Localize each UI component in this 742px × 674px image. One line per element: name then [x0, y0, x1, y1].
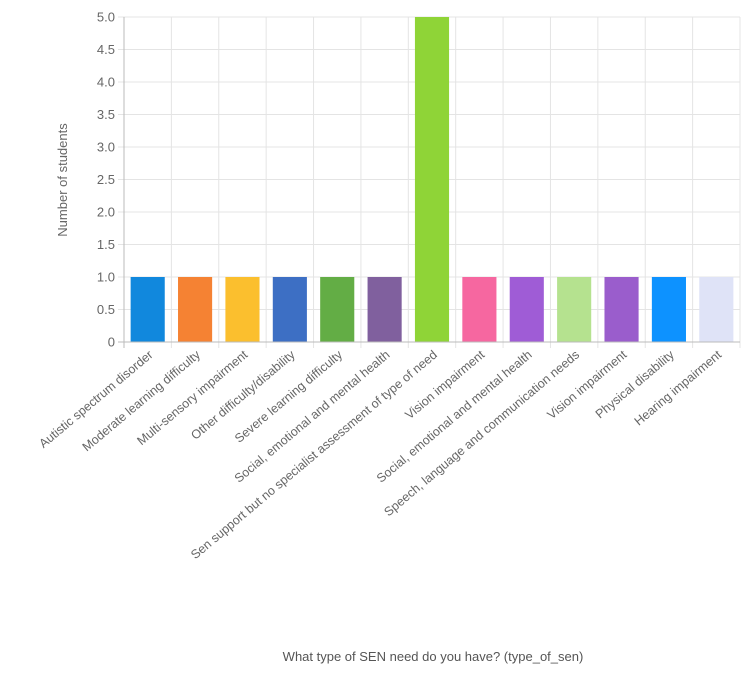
y-tick-label: 0.5	[97, 302, 115, 317]
bar[interactable]	[178, 277, 213, 342]
bar[interactable]	[130, 277, 165, 342]
bar[interactable]	[320, 277, 355, 342]
y-tick-label: 2.5	[97, 172, 115, 187]
y-tick-label: 3.0	[97, 140, 115, 155]
y-tick-label: 1.0	[97, 270, 115, 285]
grid-lines	[118, 16, 741, 348]
bar[interactable]	[272, 277, 307, 342]
y-tick-label: 4.5	[97, 42, 115, 57]
x-tick-label: Vision impairment	[402, 347, 487, 422]
x-axis-title: What type of SEN need do you have? (type…	[283, 649, 584, 664]
x-tick-label: Physical disability	[593, 347, 678, 421]
y-tick-label: 1.5	[97, 237, 115, 252]
bar[interactable]	[651, 277, 686, 342]
bar[interactable]	[414, 17, 450, 342]
y-axis-title: Number of students	[55, 123, 70, 237]
x-tick-label: Vision impairment	[545, 347, 630, 422]
bar[interactable]	[462, 277, 497, 342]
y-tick-label: 5.0	[97, 10, 115, 25]
y-tick-labels: 0 0.5 1.0 1.5 2.0 2.5 3.0 3.5 4.0 4.5 5.0	[97, 10, 115, 350]
bar[interactable]	[509, 277, 544, 342]
y-tick-label: 0	[108, 335, 115, 350]
y-tick-label: 2.0	[97, 205, 115, 220]
bar[interactable]	[604, 277, 639, 342]
y-tick-label: 4.0	[97, 75, 115, 90]
y-tick-label: 3.5	[97, 107, 115, 122]
bar[interactable]	[557, 277, 592, 342]
bar[interactable]	[699, 277, 734, 342]
x-tick-label: Hearing impairment	[632, 347, 725, 428]
bar[interactable]	[225, 277, 260, 342]
bars	[130, 17, 734, 342]
bar[interactable]	[367, 277, 402, 342]
